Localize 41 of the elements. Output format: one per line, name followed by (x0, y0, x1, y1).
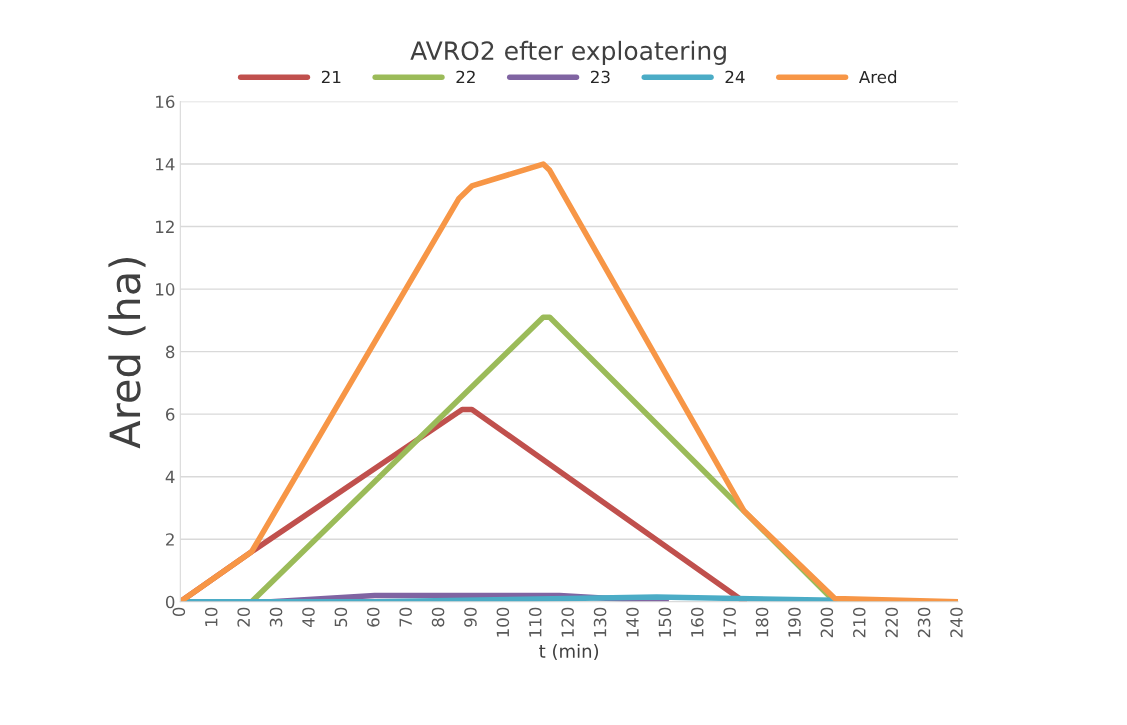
x-tick-label: 90 (464, 607, 477, 627)
x-tick-label: 130 (593, 607, 607, 637)
y-tick-label: 6 (166, 408, 175, 421)
legend-label: 23 (591, 70, 610, 84)
x-tick-label: 190 (788, 607, 801, 637)
x-tick-label: 60 (366, 607, 380, 627)
y-tick-label: 12 (156, 220, 174, 233)
x-tick-label: 180 (755, 607, 769, 637)
x-tick-label: 160 (690, 607, 704, 637)
x-tick-label: 150 (658, 607, 672, 637)
y-tick-label: 14 (156, 158, 175, 171)
x-tick-label: 200 (820, 607, 834, 638)
x-tick-label: 120 (561, 607, 574, 637)
legend-label: 24 (725, 70, 745, 84)
y-tick-label: 8 (165, 345, 175, 359)
x-tick-label: 70 (399, 607, 412, 627)
x-tick-label: 50 (334, 607, 348, 627)
chart-title: AVRO2 efter exploatering (410, 40, 726, 66)
x-tick-label: 170 (723, 607, 736, 637)
x-tick-label: 210 (852, 607, 866, 638)
y-tick-label: 16 (156, 95, 175, 109)
x-tick-label: 10 (204, 607, 218, 626)
legend-label: 21 (321, 70, 341, 84)
x-tick-label: 100 (496, 607, 510, 637)
y-tick-label: 0 (165, 595, 175, 609)
x-tick-label: 30 (269, 607, 283, 627)
y-tick-label: 2 (166, 533, 174, 546)
y-axis-title: Ared (ha) (108, 257, 146, 449)
legend-label: 22 (456, 70, 475, 84)
x-tick-label: 140 (626, 607, 639, 637)
x-tick-label: 110 (528, 607, 542, 637)
x-tick-label: 40 (302, 607, 315, 627)
y-tick-label: 10 (156, 283, 175, 296)
legend-label: Ared (858, 70, 897, 84)
x-tick-label: 230 (917, 607, 931, 638)
x-tick-label: 240 (950, 607, 963, 638)
y-tick-label: 4 (165, 470, 175, 484)
x-tick-label: 20 (237, 607, 250, 627)
x-tick-label: 80 (431, 607, 445, 627)
x-axis-title: t (min) (539, 643, 599, 661)
x-tick-label: 220 (885, 607, 898, 638)
